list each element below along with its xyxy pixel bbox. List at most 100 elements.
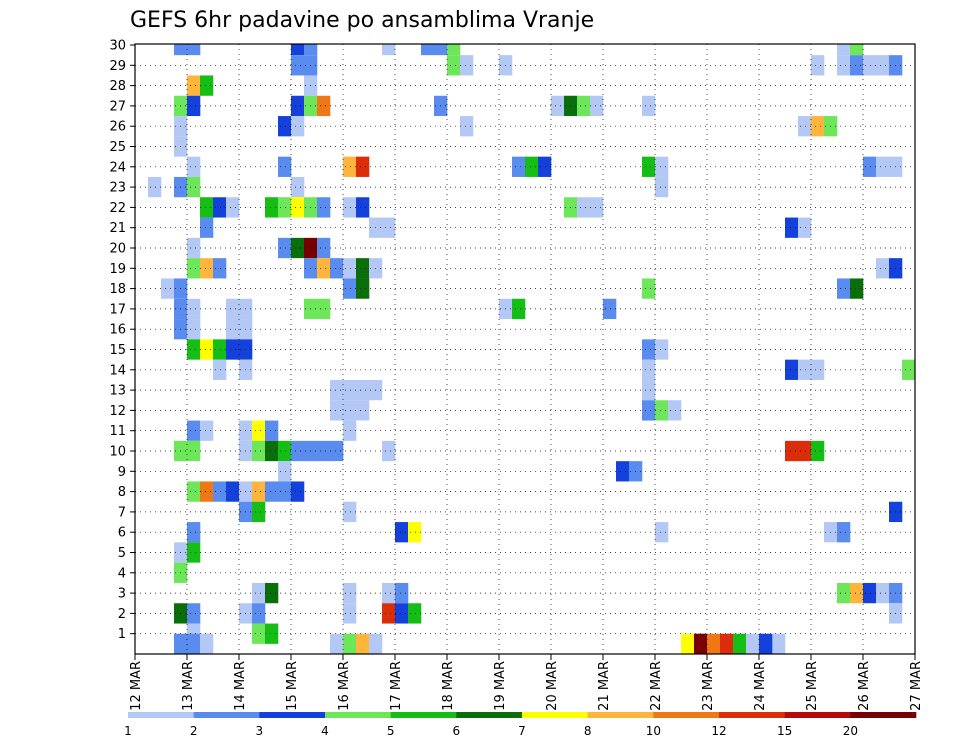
precip-cell: [850, 44, 864, 56]
colorbar-tick-label: 2: [190, 724, 198, 738]
precip-cell: [187, 75, 201, 96]
y-tick-label: 4: [118, 566, 126, 581]
precip-cell: [577, 197, 591, 218]
precip-cell: [603, 298, 617, 320]
colorbar-tick-label: 4: [321, 724, 329, 738]
precip-cell: [330, 440, 344, 462]
precip-cell: [343, 633, 357, 654]
precip-cell: [863, 156, 877, 177]
colorbar-tick-label: 12: [711, 724, 726, 738]
precip-cell: [187, 481, 201, 502]
colorbar-tick-label: 6: [453, 724, 461, 738]
precip-cell: [213, 481, 227, 502]
colorbar-swatch: [128, 712, 194, 718]
chart-grid: [135, 44, 915, 654]
precip-cell: [343, 197, 357, 218]
precip-cell: [291, 176, 305, 198]
colorbar-tick-label: 8: [584, 724, 592, 738]
precip-cell: [213, 258, 227, 279]
precip-cell: [187, 237, 201, 259]
precip-cell: [226, 319, 240, 340]
precip-cell: [317, 298, 331, 320]
precip-cell: [252, 420, 266, 441]
precip-cell: [343, 258, 357, 279]
precip-cell: [356, 278, 370, 299]
y-tick-label: 25: [109, 140, 126, 155]
precip-cell: [811, 55, 825, 76]
colorbar-swatch: [193, 712, 260, 718]
colorbar-tick-label: 7: [518, 724, 526, 738]
precip-cell: [213, 359, 227, 380]
precip-cell: [837, 522, 851, 543]
colorbar-swatch: [784, 712, 851, 718]
precip-cell: [759, 633, 773, 654]
precip-cell: [538, 156, 552, 177]
precip-cell: [174, 633, 188, 654]
precip-cell: [343, 156, 357, 177]
precip-cell: [187, 176, 201, 198]
x-tick-label: 14 MAR: [233, 661, 248, 711]
precip-cell: [616, 461, 630, 482]
x-axis: 12 MAR 13 MAR 14 MAR 15 MAR 16 MAR 17 MAR 18 M…: [129, 654, 924, 711]
precip-cell: [798, 440, 812, 462]
precip-cell: [512, 156, 526, 177]
precip-cell: [252, 603, 266, 624]
y-tick-label: 3: [118, 587, 126, 602]
colorbar: 1 2 3 4 5 6 7 8 10 12 15 20: [124, 712, 917, 738]
colorbar-swatch: [259, 712, 326, 718]
precip-cell: [395, 582, 409, 604]
precip-cell: [447, 44, 461, 56]
precip-cell: [330, 258, 344, 279]
x-tick-label: 20 MAR: [545, 661, 560, 711]
y-tick-label: 19: [109, 262, 126, 277]
colorbar-swatch: [719, 712, 785, 718]
precip-cell: [187, 440, 201, 462]
precip-cell: [252, 582, 266, 604]
precip-cell: [226, 481, 240, 502]
precip-cell: [343, 582, 357, 604]
precip-cell: [694, 633, 708, 654]
y-tick-label: 28: [109, 79, 126, 94]
precip-cell: [200, 217, 214, 238]
precip-cell: [681, 633, 695, 654]
precip-cell: [382, 603, 396, 624]
y-tick-label: 11: [109, 424, 126, 439]
colorbar-swatch: [850, 712, 917, 718]
precip-cell: [330, 400, 344, 421]
precip-cell: [876, 55, 890, 76]
precip-cell: [668, 400, 682, 421]
precip-cell: [291, 116, 305, 137]
y-tick-label: 14: [109, 363, 126, 378]
precip-cell: [382, 217, 396, 238]
x-tick-label: 16 MAR: [337, 661, 352, 711]
x-tick-label: 25 MAR: [805, 661, 820, 711]
precip-cell: [408, 522, 422, 543]
precip-cell: [434, 44, 448, 56]
y-tick-label: 10: [109, 445, 126, 460]
precip-cell: [200, 420, 214, 441]
precip-cell: [642, 156, 656, 177]
precip-cell: [642, 339, 656, 360]
y-tick-label: 8: [118, 485, 126, 500]
precip-cell: [850, 278, 864, 299]
x-tick-label: 15 MAR: [285, 661, 300, 711]
precip-cell: [187, 298, 201, 320]
y-tick-label: 26: [109, 120, 126, 135]
precip-cell: [577, 95, 591, 117]
precip-cell: [265, 481, 279, 502]
precip-cell: [187, 603, 201, 624]
x-tick-label: 27 MAR: [909, 661, 924, 711]
y-tick-label: 17: [109, 302, 126, 317]
precip-cell: [863, 55, 877, 76]
precip-cell: [863, 582, 877, 604]
precip-cell: [876, 156, 890, 177]
precip-cell: [590, 197, 604, 218]
colorbar-tick-label: 1: [124, 724, 132, 738]
precip-cell: [291, 55, 305, 76]
precip-cell: [733, 633, 747, 654]
x-tick-label: 24 MAR: [753, 661, 768, 711]
precip-cell: [252, 501, 266, 523]
precip-cell: [395, 603, 409, 624]
precip-cell: [785, 217, 799, 238]
